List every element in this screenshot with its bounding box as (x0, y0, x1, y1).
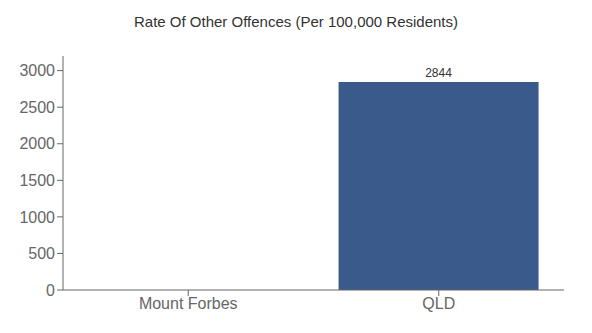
svg-text:2500: 2500 (19, 99, 55, 116)
svg-text:2000: 2000 (19, 135, 55, 152)
svg-text:500: 500 (28, 245, 55, 262)
svg-text:2844: 2844 (425, 66, 452, 80)
html-text:Rate Of Other Offences (Per 10: Rate Of Other Offences (Per 100,000 Resi… (134, 13, 458, 30)
svg-text:3000: 3000 (19, 62, 55, 79)
svg-text:Mount Forbes: Mount Forbes (139, 295, 238, 312)
svg-text:0: 0 (46, 282, 55, 299)
svg-text:1000: 1000 (19, 209, 55, 226)
svg-text:QLD: QLD (422, 295, 455, 312)
svg-text:1500: 1500 (19, 172, 55, 189)
